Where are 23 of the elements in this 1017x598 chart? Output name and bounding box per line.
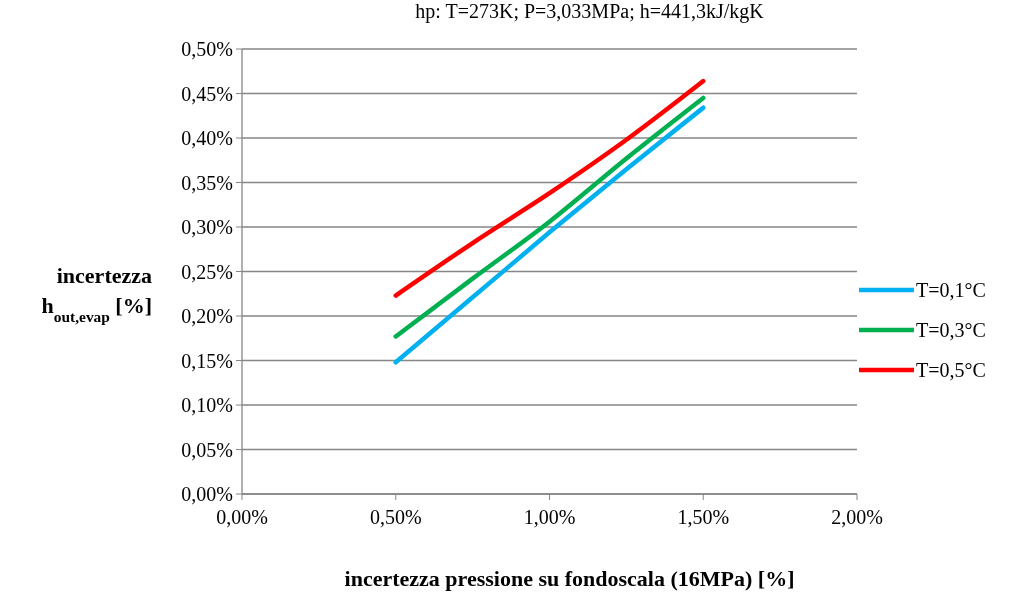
y-tick-label: 0,10%	[181, 394, 233, 416]
y-tick-label: 0,25%	[181, 260, 233, 283]
y-tick-label: 0,40%	[181, 127, 233, 149]
y-tick-label: 0,35%	[181, 171, 233, 194]
y-tick-label: 0,00%	[181, 483, 233, 505]
y-tick-label: 0,45%	[181, 82, 233, 105]
x-tick-label: 0,00%	[216, 506, 268, 528]
legend-label: T=0,1°C	[916, 279, 986, 301]
x-tick-label: 0,50%	[369, 506, 422, 528]
chart-title: hp: T=273K; P=3,033MPa; h=441,3kJ/kgK	[415, 0, 765, 23]
legend-label: T=0,5°C	[916, 359, 986, 381]
y-tick-label: 0,50%	[181, 38, 233, 60]
line-series	[393, 78, 706, 298]
x-tick-label: 1,50%	[677, 506, 730, 528]
y-tick-label: 0,30%	[181, 216, 233, 238]
y-tick-label: 0,15%	[181, 349, 233, 372]
x-axis-title: incertezza pressione su fondoscala (16MPa) [%]	[344, 566, 795, 591]
y-axis-title: incertezza h$_{out,evap}$ [%]	[41, 263, 152, 325]
y-tick-label: 0,20%	[181, 305, 233, 327]
x-tick-label: 1,00%	[523, 506, 576, 528]
legend-label: T=0,3°C	[916, 319, 986, 341]
x-tick-label: 2,00%	[831, 506, 883, 528]
y-tick-label: 0,05%	[181, 438, 233, 461]
